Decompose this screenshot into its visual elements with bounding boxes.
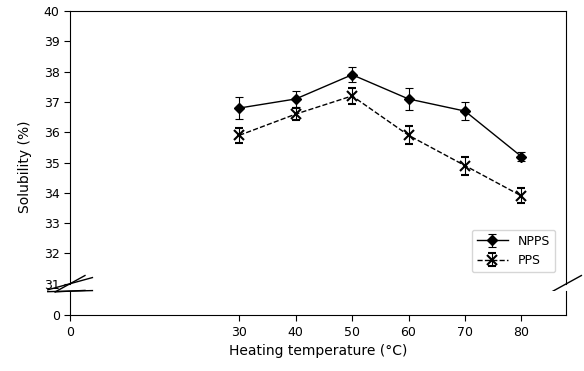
Text: Solubility (%): Solubility (%) (18, 121, 32, 213)
X-axis label: Heating temperature (°C): Heating temperature (°C) (229, 344, 408, 358)
Legend: NPPS, PPS: NPPS, PPS (472, 230, 555, 272)
